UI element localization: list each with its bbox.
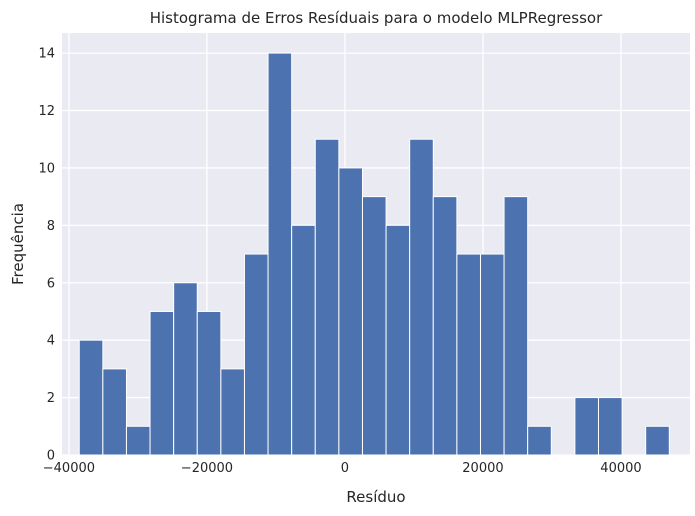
x-tick-label: 40000 <box>600 461 641 476</box>
histogram-bar <box>597 397 623 456</box>
histogram-bar <box>432 196 458 456</box>
histogram-bar <box>503 196 529 456</box>
y-tick-label: 10 <box>38 161 55 176</box>
histogram-bar <box>220 368 245 456</box>
histogram-bar <box>78 339 104 456</box>
x-tick-label: −40000 <box>43 461 95 476</box>
histogram-bar <box>385 224 411 456</box>
histogram-bar <box>479 253 505 456</box>
x-tick-label: 0 <box>341 461 349 476</box>
histogram-bar <box>456 253 481 456</box>
y-tick-label: 2 <box>47 391 55 406</box>
histogram-bar <box>149 310 175 456</box>
histogram-bar <box>338 167 363 456</box>
y-tick-label: 0 <box>47 449 55 464</box>
y-tick-label: 12 <box>38 104 55 119</box>
histogram-bar <box>314 138 340 456</box>
y-tick-label: 14 <box>38 47 55 62</box>
x-axis-ticks: −40000 −20000 0 20000 40000 <box>43 461 642 476</box>
y-tick-label: 6 <box>47 276 55 291</box>
histogram-bar <box>527 425 552 456</box>
histogram-bar <box>267 52 293 456</box>
chart-title: Histograma de Erros Resíduais para o mod… <box>150 9 603 27</box>
x-axis-label: Resíduo <box>346 488 405 506</box>
x-tick-label: −20000 <box>181 461 233 476</box>
histogram-bar <box>409 138 434 456</box>
y-axis-label: Frequência <box>9 203 27 285</box>
x-tick-label: 20000 <box>462 461 503 476</box>
histogram-bars <box>78 52 670 456</box>
y-tick-label: 8 <box>47 219 55 234</box>
histogram-bar <box>361 196 387 456</box>
histogram-bar <box>102 368 127 456</box>
y-axis-ticks: 0 2 4 6 8 10 12 14 <box>38 47 55 464</box>
histogram-bar <box>173 282 198 456</box>
histogram-bar <box>125 425 151 456</box>
histogram-bar <box>645 425 670 456</box>
histogram-bar <box>196 310 222 456</box>
histogram-bar <box>291 224 316 456</box>
histogram-bar <box>243 253 269 456</box>
histogram-bar <box>574 397 599 456</box>
y-tick-label: 4 <box>47 334 55 349</box>
